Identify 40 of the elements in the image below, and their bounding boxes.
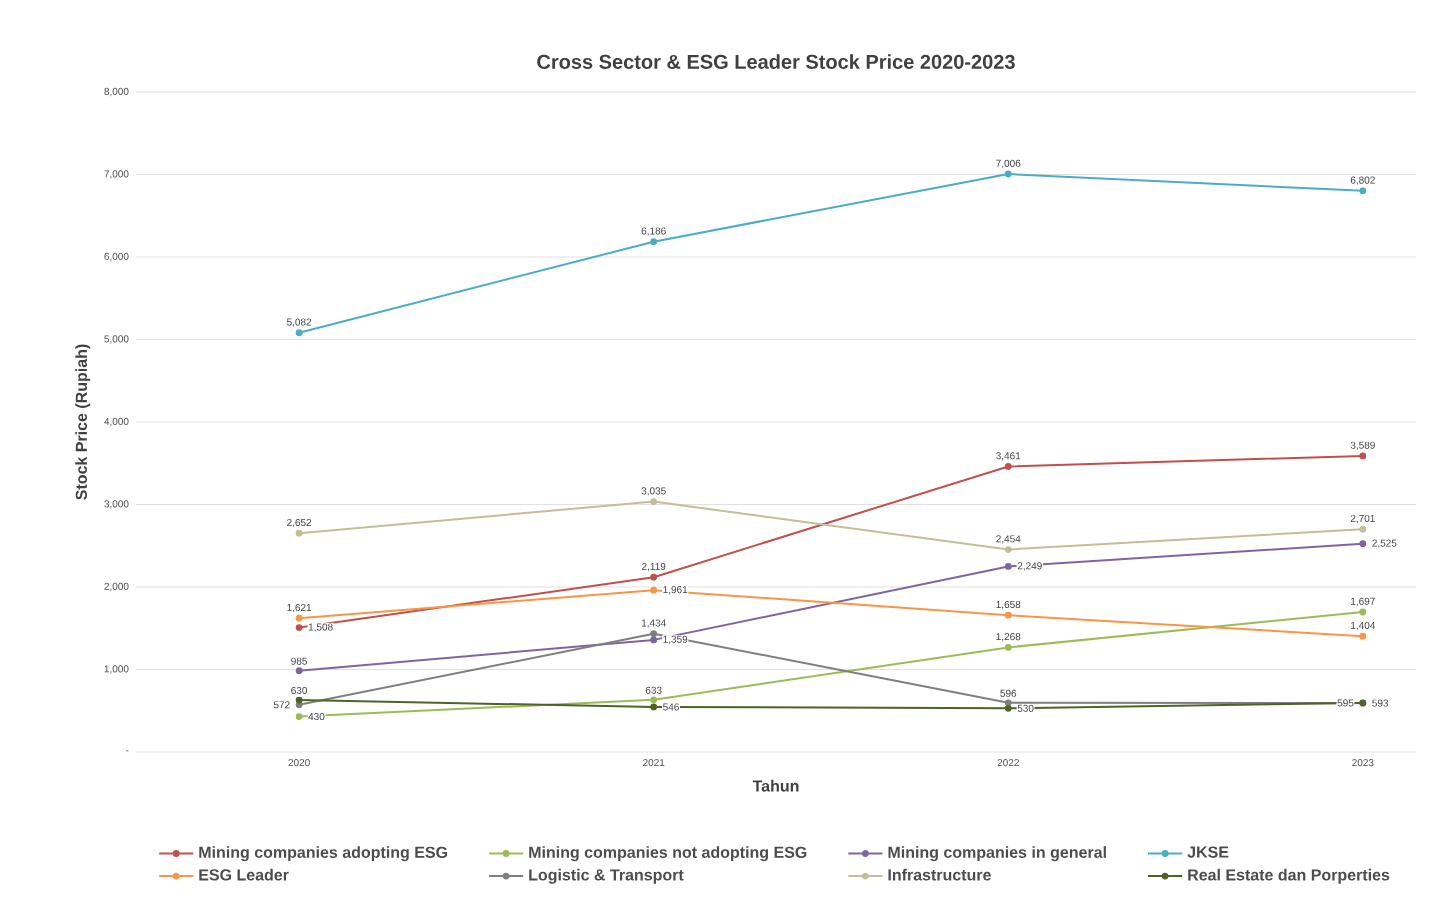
point [1004, 170, 1012, 178]
point [650, 696, 658, 704]
point [295, 713, 303, 720]
point [1359, 187, 1367, 195]
point [1004, 546, 1012, 553]
point [295, 529, 303, 537]
point [295, 667, 303, 675]
legend-label: Infrastructure [888, 868, 991, 881]
point [650, 586, 658, 594]
point [1004, 699, 1012, 707]
point [1004, 463, 1012, 470]
point [650, 498, 658, 506]
point [1359, 632, 1367, 640]
x-axis-title: Tahun [752, 779, 799, 792]
point [650, 630, 658, 638]
point [1004, 704, 1012, 712]
point [295, 696, 303, 704]
legend-label: Logistic & Transport [529, 868, 684, 884]
point [295, 329, 303, 337]
point [650, 573, 658, 581]
point [1359, 540, 1367, 548]
chart-title: Cross Sector & ESG Leader Stock Price 2020-2023 [537, 54, 1015, 69]
point [650, 703, 658, 711]
legend-label: ESG Leader [199, 868, 289, 881]
legend-label: Mining companies in general [888, 846, 1106, 862]
point [1359, 608, 1367, 616]
legend-label: Mining companies not adopting ESG [529, 846, 807, 862]
point [1004, 643, 1012, 651]
legend-label: Real Estate dan Porperties [1188, 868, 1390, 884]
point [1359, 525, 1367, 533]
point [295, 624, 303, 631]
legend-label: Mining companies adopting ESG [199, 846, 448, 862]
point [650, 636, 658, 644]
point [1004, 611, 1012, 619]
point [650, 238, 658, 246]
point [295, 614, 303, 622]
point [1004, 563, 1012, 570]
legend-label: JKSE [1187, 846, 1229, 858]
y-axis-title: Stock Price (Rupiah) [75, 344, 91, 500]
point [1359, 452, 1367, 460]
